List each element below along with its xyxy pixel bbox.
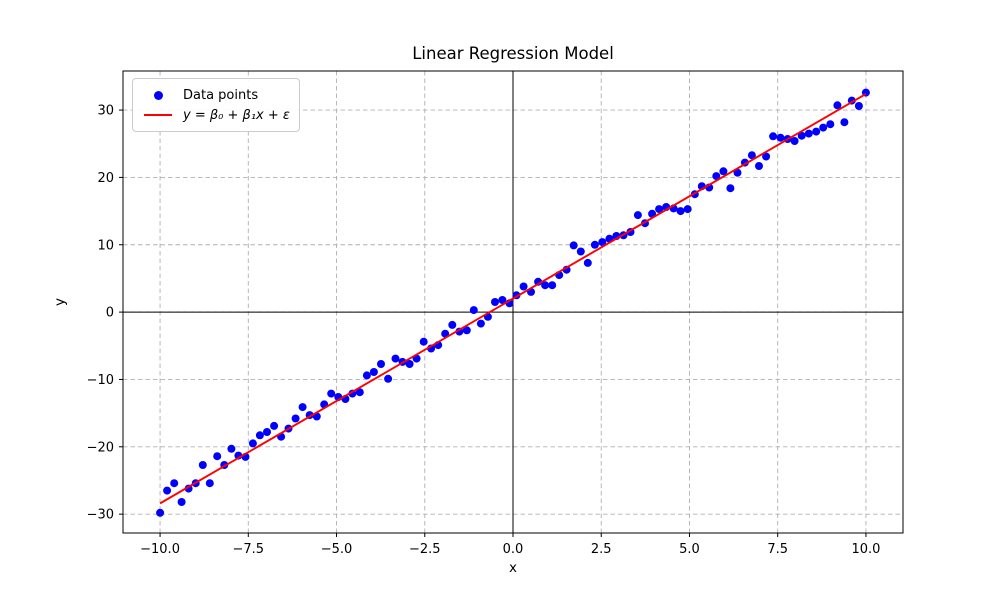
data-point <box>205 479 214 488</box>
data-point <box>377 360 385 368</box>
data-point <box>854 102 863 110</box>
data-point <box>462 326 471 335</box>
data-point <box>291 414 300 423</box>
data-point <box>213 452 222 461</box>
data-point <box>776 133 785 142</box>
data-point <box>683 205 692 214</box>
data-point <box>327 389 336 398</box>
data-point <box>747 151 756 160</box>
data-point <box>198 461 207 469</box>
data-point <box>491 298 499 306</box>
data-point <box>812 127 821 136</box>
data-point <box>369 368 378 376</box>
legend-label-regression: y = β₀ + β₁x + ε <box>183 107 290 123</box>
legend-entry-regression: y = β₀ + β₁x + ε <box>141 105 290 125</box>
data-point <box>583 258 592 267</box>
data-point <box>712 172 721 181</box>
data-point <box>476 319 485 328</box>
data-point <box>384 374 393 383</box>
data-point <box>263 428 271 436</box>
x-tick-label: 2.5 <box>591 542 612 557</box>
y-tick-label: 10 <box>97 238 114 253</box>
regression-line <box>159 93 867 505</box>
data-point <box>541 281 550 290</box>
y-tick-label: −20 <box>87 440 114 455</box>
data-point <box>391 354 400 363</box>
data-point <box>498 296 507 304</box>
data-point <box>548 281 557 290</box>
x-tick-label: 0.0 <box>503 542 524 557</box>
data-point <box>590 240 599 249</box>
data-point <box>790 137 799 145</box>
y-axis-label: y <box>52 298 68 306</box>
data-point <box>655 205 664 214</box>
x-tick-label: −2.5 <box>409 542 441 557</box>
data-point <box>163 486 172 495</box>
chart-title: Linear Regression Model <box>412 44 614 63</box>
x-tick-label: −7.5 <box>233 542 265 557</box>
data-point <box>405 360 414 368</box>
x-tick-labels: −10.0 −7.5 −5.0 −2.5 0.0 2.5 5.0 7.5 10.0 <box>140 533 880 557</box>
legend-entry-data-points: Data points <box>141 85 289 105</box>
data-point <box>797 131 806 140</box>
data-point <box>598 238 607 247</box>
legend-marker-col <box>141 90 175 100</box>
data-point <box>448 320 457 329</box>
data-point <box>177 498 186 506</box>
data-point <box>469 306 478 315</box>
data-point <box>676 207 685 216</box>
data-point <box>419 337 428 346</box>
legend: Data points y = β₀ + β₁x + ε <box>132 78 300 132</box>
data-point <box>804 129 813 138</box>
data-point <box>762 152 771 161</box>
data-point <box>156 508 165 517</box>
data-point <box>298 403 307 412</box>
data-point <box>441 329 450 338</box>
data-point <box>227 444 236 453</box>
x-tick-label: 7.5 <box>767 542 788 557</box>
data-point <box>819 123 828 132</box>
data-point <box>569 241 578 250</box>
y-tick-label: −30 <box>87 508 114 523</box>
x-tick-label: 10.0 <box>851 542 880 557</box>
data-point <box>840 118 849 127</box>
y-tick-label: 20 <box>97 171 114 186</box>
x-tick-label: 5.0 <box>679 542 700 557</box>
data-point <box>733 168 742 177</box>
data-point <box>719 167 728 176</box>
y-tick-label: −10 <box>87 373 114 388</box>
scatter-marker-icon <box>153 90 163 100</box>
y-tick-label: 0 <box>106 306 114 321</box>
data-point <box>633 211 642 220</box>
x-tick-label: −5.0 <box>321 542 353 557</box>
legend-marker-col <box>141 114 175 116</box>
data-point <box>355 388 364 397</box>
legend-label-data-points: Data points <box>183 87 259 103</box>
data-point <box>833 101 842 110</box>
data-point <box>255 431 264 440</box>
data-point <box>826 120 835 129</box>
data-point <box>576 247 585 256</box>
data-point <box>726 184 735 193</box>
data-point <box>248 439 257 448</box>
y-tick-labels: −30 −20 −10 0 10 20 30 <box>87 104 123 523</box>
data-point <box>519 282 528 291</box>
x-tick-label: −10.0 <box>140 542 180 557</box>
data-point <box>170 479 179 488</box>
data-point <box>755 162 763 170</box>
x-axis-label: x <box>509 560 517 576</box>
data-point <box>362 371 371 380</box>
y-tick-label: 30 <box>97 104 114 119</box>
data-point <box>270 421 279 430</box>
line-marker-icon <box>144 114 172 116</box>
data-point <box>769 132 778 141</box>
